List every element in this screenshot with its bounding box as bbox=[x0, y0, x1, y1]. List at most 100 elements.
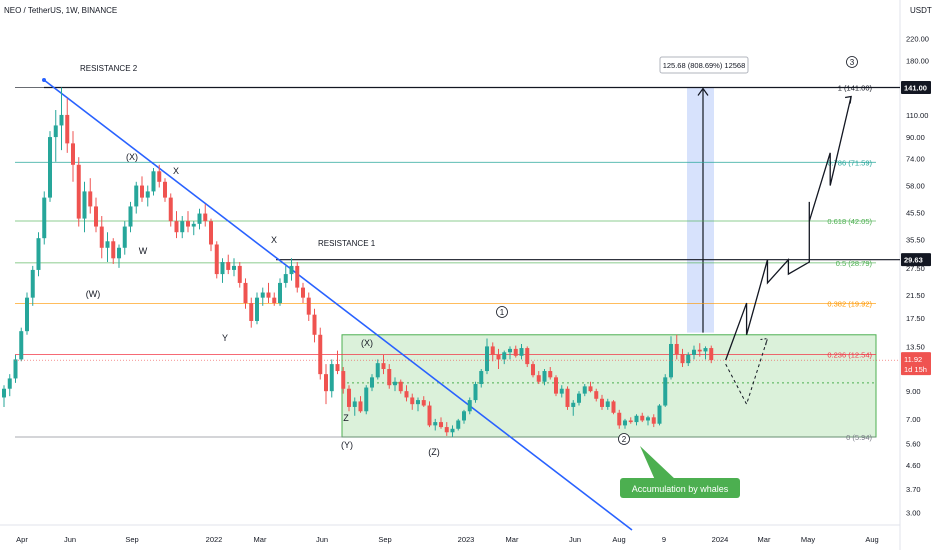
candle-body bbox=[692, 349, 696, 355]
candle-body bbox=[295, 265, 300, 288]
candle bbox=[186, 211, 190, 233]
candle bbox=[364, 385, 369, 415]
wave-label: (X) bbox=[361, 338, 373, 348]
fib-label: 0.618 (42.05) bbox=[827, 217, 872, 226]
candle-body bbox=[168, 197, 173, 222]
candle bbox=[663, 374, 668, 407]
candle bbox=[571, 400, 576, 416]
price-tick-label: 220.00 bbox=[906, 34, 929, 43]
candle bbox=[651, 414, 656, 428]
candle bbox=[404, 385, 409, 402]
wave-label: X bbox=[173, 166, 179, 176]
candle bbox=[444, 422, 449, 436]
candle bbox=[433, 418, 438, 431]
time-tick-label: Jun bbox=[569, 535, 581, 544]
callout-box[interactable] bbox=[620, 478, 740, 498]
candle-body bbox=[640, 415, 645, 421]
candle-body bbox=[421, 400, 426, 406]
candle-body bbox=[393, 381, 397, 386]
candle bbox=[59, 87, 64, 151]
candle-body bbox=[628, 420, 633, 423]
candle bbox=[36, 232, 41, 277]
projection-layer bbox=[725, 95, 852, 406]
candle-body bbox=[13, 359, 18, 379]
projection-path bbox=[725, 96, 852, 361]
candle-body bbox=[611, 401, 616, 413]
candle bbox=[669, 336, 673, 380]
candle-body bbox=[272, 297, 277, 304]
candle-body bbox=[571, 402, 576, 407]
candle-body bbox=[105, 241, 110, 248]
candle bbox=[168, 193, 173, 227]
callout-pointer bbox=[640, 446, 676, 480]
candle-body bbox=[582, 386, 587, 394]
candle bbox=[548, 367, 553, 380]
wave-label: Z bbox=[343, 413, 349, 423]
time-tick-label: Apr bbox=[16, 535, 28, 544]
countdown-text: 1d 15h bbox=[904, 365, 927, 374]
candle-body bbox=[347, 388, 351, 407]
price-tick-label: 5.60 bbox=[906, 440, 921, 449]
candle-body bbox=[48, 137, 52, 198]
candle-body bbox=[651, 417, 656, 424]
time-tick-label: Mar bbox=[254, 535, 267, 544]
fib-label: 0 (5.94) bbox=[846, 433, 872, 442]
candle bbox=[272, 292, 277, 306]
candle-body bbox=[352, 401, 357, 407]
candle-body bbox=[490, 346, 495, 355]
candle-body bbox=[473, 384, 478, 401]
alternate-path bbox=[725, 338, 768, 406]
candle bbox=[99, 216, 104, 259]
candle-body bbox=[134, 185, 139, 207]
time-tick-label: Sep bbox=[378, 535, 391, 544]
candle-body bbox=[462, 411, 466, 421]
candle-body bbox=[335, 364, 340, 372]
wave-label: 2 bbox=[622, 435, 627, 444]
candle bbox=[347, 385, 351, 412]
candle bbox=[42, 191, 47, 245]
wave-label: (W) bbox=[86, 289, 101, 299]
candle-body bbox=[375, 363, 380, 378]
candle bbox=[180, 216, 185, 239]
candles-layer bbox=[2, 87, 714, 438]
candle bbox=[266, 282, 271, 304]
candle-body bbox=[289, 265, 294, 275]
candle-body bbox=[577, 393, 581, 403]
measure-band bbox=[687, 87, 714, 333]
candle bbox=[214, 241, 219, 279]
descending-trendline[interactable] bbox=[43, 79, 633, 531]
price-axis[interactable]: 220.00180.00140.00110.0090.0074.0058.004… bbox=[15, 34, 931, 517]
candle bbox=[594, 388, 599, 402]
candle-body bbox=[519, 348, 524, 356]
measure-label-box bbox=[659, 56, 749, 74]
candle bbox=[2, 385, 6, 407]
candle-body bbox=[600, 398, 604, 407]
candle bbox=[565, 386, 570, 410]
candle-body bbox=[278, 282, 282, 304]
candle-body bbox=[594, 391, 599, 399]
time-tick-label: 2022 bbox=[206, 535, 223, 544]
candle bbox=[209, 218, 213, 252]
candle-body bbox=[416, 400, 420, 405]
candle bbox=[427, 401, 432, 428]
candle bbox=[703, 346, 708, 360]
price-tick-label: 180.00 bbox=[906, 57, 929, 66]
wave-label: (X) bbox=[126, 152, 138, 162]
candle bbox=[352, 397, 357, 416]
candle bbox=[617, 409, 622, 429]
candle-body bbox=[71, 143, 75, 165]
candle-body bbox=[410, 397, 415, 405]
candle-body bbox=[634, 415, 639, 423]
candle bbox=[301, 282, 305, 304]
candle bbox=[393, 377, 397, 392]
measure-label: 125.68 (808.69%) 12568 bbox=[663, 61, 746, 70]
time-axis[interactable]: Apr Jun Sep 2022 Mar Jun Sep 2023 Mar Jun Aug 9 2024… bbox=[16, 535, 879, 544]
callout-text: Accumulation by whales bbox=[632, 484, 729, 494]
trendline-layer bbox=[42, 78, 633, 531]
accumulation-zone-box[interactable] bbox=[341, 334, 877, 438]
candle bbox=[473, 381, 478, 403]
time-tick-label: Mar bbox=[506, 535, 519, 544]
candle bbox=[111, 238, 116, 264]
